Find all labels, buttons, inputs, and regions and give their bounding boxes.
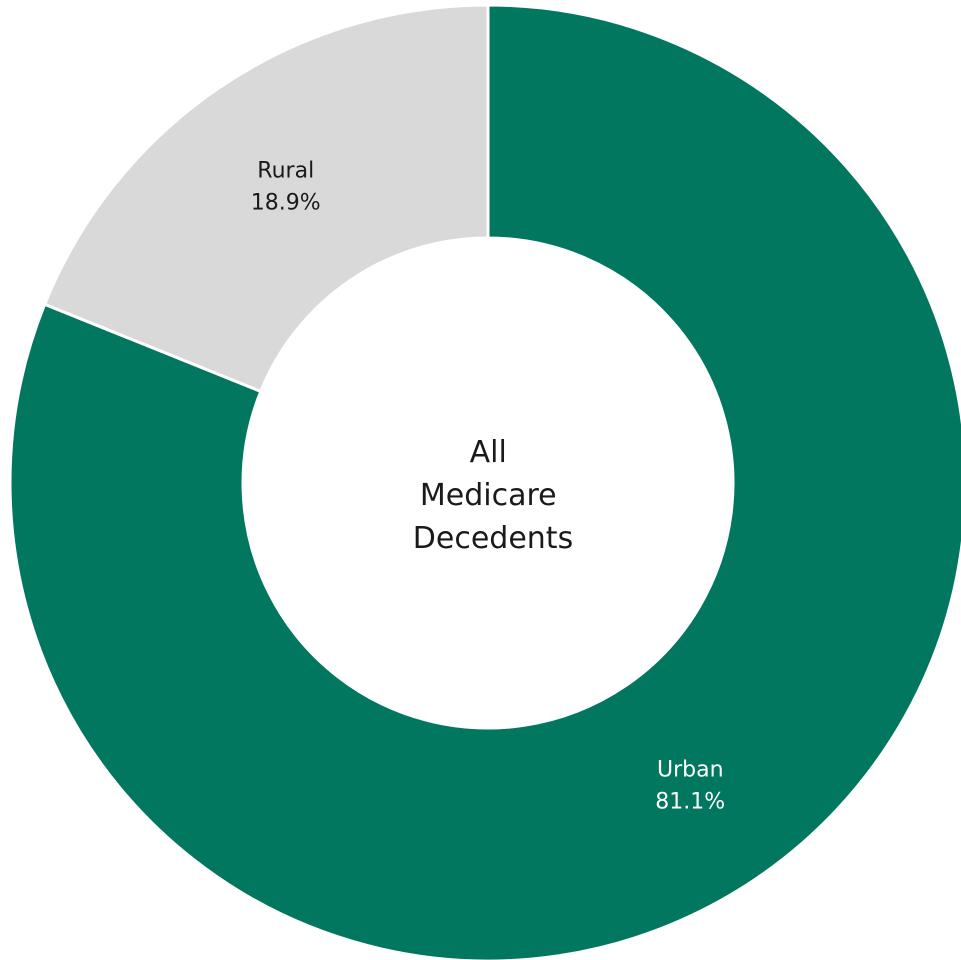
slice-label-name: Urban [657,758,724,783]
slice-label-group: Urban 81.1% Rural 18.9% [251,158,725,814]
center-label-line-3: Decedents [413,521,573,556]
slice-label-rural: Rural 18.9% [251,158,321,215]
center-label-line-2: Medicare [420,478,557,513]
slice-label-name: Rural [257,158,314,183]
slice-label-value: 18.9% [251,190,321,215]
slice-urban [8,3,961,960]
slice-rural [42,3,490,394]
slice-group [8,3,961,960]
center-label: All Medicare Decedents [413,435,573,556]
center-label-line-1: All [470,435,507,470]
slice-label-urban: Urban 81.1% [655,758,725,815]
slice-label-value: 81.1% [655,790,725,815]
